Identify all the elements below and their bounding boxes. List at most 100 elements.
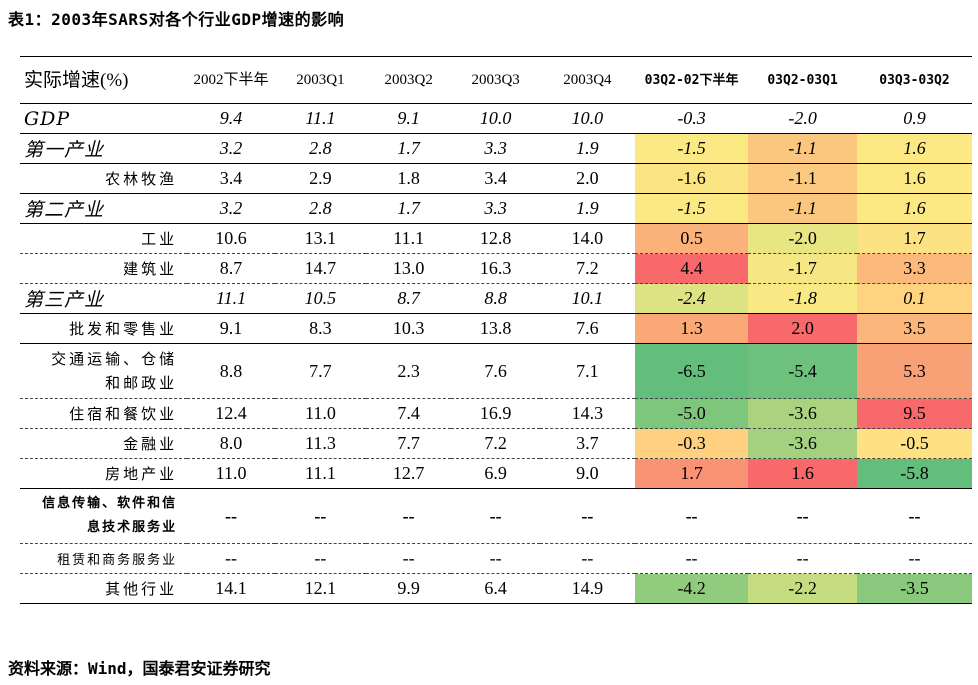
value-cell: --	[274, 543, 366, 574]
title: 表1：2003年SARS对各个行业GDP增速的影响	[8, 10, 345, 29]
value-cell: --	[451, 543, 540, 574]
value-cell: -6.5	[634, 343, 749, 399]
value-cell: 7.2	[451, 428, 540, 459]
value-cell: --	[634, 543, 749, 574]
value-cell: 3.4	[451, 163, 540, 194]
row-label: 工业	[20, 223, 188, 254]
value-cell: 1.3	[634, 313, 749, 344]
value-cell: -3.6	[748, 398, 857, 429]
value-cell: -0.3	[634, 428, 749, 459]
value-cell: 12.1	[274, 573, 366, 604]
value-cell: -2.0	[748, 103, 857, 134]
table-row: 批发和零售业 9.1 8.3 10.3 13.8 7.6 1.3 2.0 3.5	[20, 313, 972, 344]
value-cell: --	[365, 543, 452, 574]
value-cell: 10.6	[187, 223, 275, 254]
value-cell: 1.7	[857, 223, 972, 254]
value-cell: -1.8	[748, 283, 857, 314]
value-cell: -2.4	[634, 283, 749, 314]
value-cell: 5.3	[857, 343, 972, 399]
value-cell: 2.0	[539, 163, 635, 194]
value-cell: 1.6	[857, 193, 972, 224]
value-cell: 2.9	[274, 163, 366, 194]
value-cell: 1.7	[634, 458, 749, 489]
value-cell: -3.6	[748, 428, 857, 459]
value-cell: -1.7	[748, 253, 857, 284]
value-cell: 9.1	[365, 103, 452, 134]
value-cell: 8.8	[451, 283, 540, 314]
value-cell: 3.4	[187, 163, 275, 194]
value-cell: 7.7	[365, 428, 452, 459]
header-cell: 实际增速(%)	[20, 56, 188, 104]
value-cell: -1.1	[748, 133, 857, 164]
value-cell: 11.0	[187, 458, 275, 489]
value-cell: 11.1	[274, 458, 366, 489]
header-cell: 03Q2-03Q1	[748, 56, 857, 104]
value-cell: -1.1	[748, 193, 857, 224]
row-label: 第三产业	[20, 283, 188, 314]
value-cell: 16.9	[451, 398, 540, 429]
value-cell: 0.9	[857, 103, 972, 134]
row-label: 房地产业	[20, 458, 188, 489]
value-cell: 1.6	[857, 163, 972, 194]
value-cell: 0.1	[857, 283, 972, 314]
value-cell: -1.6	[634, 163, 749, 194]
value-cell: 12.7	[365, 458, 452, 489]
value-cell: 4.4	[634, 253, 749, 284]
table-row: 工业 10.6 13.1 11.1 12.8 14.0 0.5 -2.0 1.7	[20, 223, 972, 254]
value-cell: 11.0	[274, 398, 366, 429]
value-cell: 9.1	[187, 313, 275, 344]
table-row: 交通运输、仓储和邮政业 8.8 7.7 2.3 7.6 7.1 -6.5 -5.4 5.3	[20, 343, 972, 399]
value-cell: 10.1	[539, 283, 635, 314]
value-cell: 3.3	[451, 133, 540, 164]
value-cell: -5.8	[857, 458, 972, 489]
table-row: 其他行业 14.1 12.1 9.9 6.4 14.9 -4.2 -2.2 -3.5	[20, 573, 972, 604]
value-cell: 8.3	[274, 313, 366, 344]
value-cell: 3.7	[539, 428, 635, 459]
header-cell: 2003Q4	[539, 56, 635, 104]
value-cell: 16.3	[451, 253, 540, 284]
value-cell: 2.8	[274, 193, 366, 224]
value-cell: 8.8	[187, 343, 275, 399]
table-row: 第一产业 3.2 2.8 1.7 3.3 1.9 -1.5 -1.1 1.6	[20, 133, 972, 164]
table-row: 住宿和餐饮业 12.4 11.0 7.4 16.9 14.3 -5.0 -3.6 9.5	[20, 398, 972, 429]
value-cell: -5.0	[634, 398, 749, 429]
value-cell: 2.3	[365, 343, 452, 399]
value-cell: 8.7	[187, 253, 275, 284]
value-cell: 7.6	[539, 313, 635, 344]
value-cell: 14.0	[539, 223, 635, 254]
value-cell: 6.4	[451, 573, 540, 604]
value-cell: --	[539, 543, 635, 574]
value-cell: 2.0	[748, 313, 857, 344]
value-cell: 10.0	[539, 103, 635, 134]
value-cell: 9.4	[187, 103, 275, 134]
table-row: 租赁和商务服务业 -- -- -- -- -- -- -- --	[20, 543, 972, 574]
row-label: 交通运输、仓储和邮政业	[20, 343, 188, 399]
row-label: 建筑业	[20, 253, 188, 284]
value-cell: --	[451, 488, 540, 544]
value-cell: 14.1	[187, 573, 275, 604]
table-row: GDP 9.4 11.1 9.1 10.0 10.0 -0.3 -2.0 0.9	[20, 103, 972, 134]
value-cell: 11.1	[187, 283, 275, 314]
table-row: 金融业 8.0 11.3 7.7 7.2 3.7 -0.3 -3.6 -0.5	[20, 428, 972, 459]
value-cell: 10.3	[365, 313, 452, 344]
row-label: 租赁和商务服务业	[20, 543, 188, 574]
value-cell: 9.5	[857, 398, 972, 429]
value-cell: -5.4	[748, 343, 857, 399]
value-cell: 8.0	[187, 428, 275, 459]
value-cell: 3.5	[857, 313, 972, 344]
value-cell: -2.2	[748, 573, 857, 604]
value-cell: 1.9	[539, 193, 635, 224]
value-cell: 10.0	[451, 103, 540, 134]
value-cell: 1.8	[365, 163, 452, 194]
value-cell: 1.6	[857, 133, 972, 164]
value-cell: -1.5	[634, 193, 749, 224]
value-cell: 13.8	[451, 313, 540, 344]
table-row: 第三产业 11.1 10.5 8.7 8.8 10.1 -2.4 -1.8 0.1	[20, 283, 972, 314]
value-cell: 2.8	[274, 133, 366, 164]
value-cell: --	[365, 488, 452, 544]
value-cell: 11.3	[274, 428, 366, 459]
value-cell: 3.3	[451, 193, 540, 224]
value-cell: 7.4	[365, 398, 452, 429]
table-row: 第二产业 3.2 2.8 1.7 3.3 1.9 -1.5 -1.1 1.6	[20, 193, 972, 224]
